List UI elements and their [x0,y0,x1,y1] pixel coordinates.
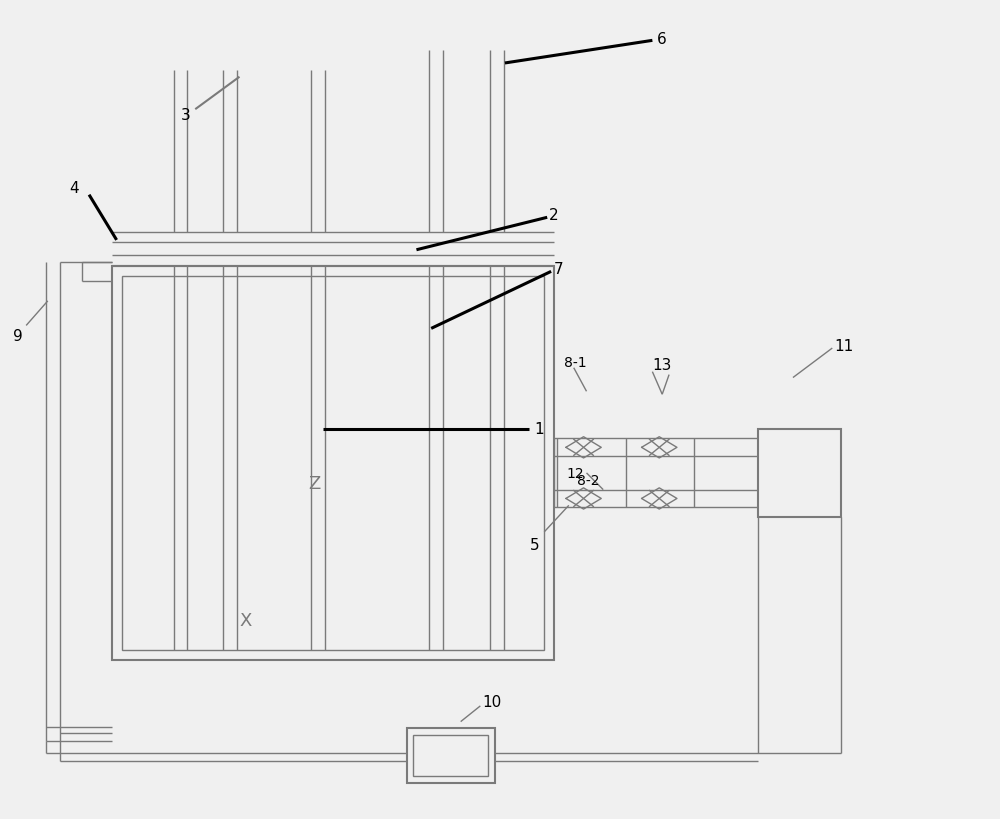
Text: 5: 5 [529,537,539,553]
Text: 2: 2 [549,207,559,223]
Text: 1: 1 [534,422,544,437]
Bar [112,267,554,660]
Text: 10: 10 [482,695,502,709]
Bar [413,735,488,776]
Bar [122,277,544,650]
Text: 12: 12 [567,466,584,480]
Text: 8-1: 8-1 [564,355,587,369]
Text: 7: 7 [554,261,564,277]
Text: 9: 9 [13,328,23,343]
Text: 13: 13 [652,358,672,373]
Text: 3: 3 [181,107,190,122]
Text: 8-2: 8-2 [577,473,599,487]
Text: 6: 6 [657,32,667,47]
Text: 11: 11 [834,338,853,353]
Bar [758,429,841,518]
Bar [407,729,495,783]
Text: X: X [239,612,252,630]
Text: Z: Z [308,474,321,492]
Text: 4: 4 [69,181,79,196]
